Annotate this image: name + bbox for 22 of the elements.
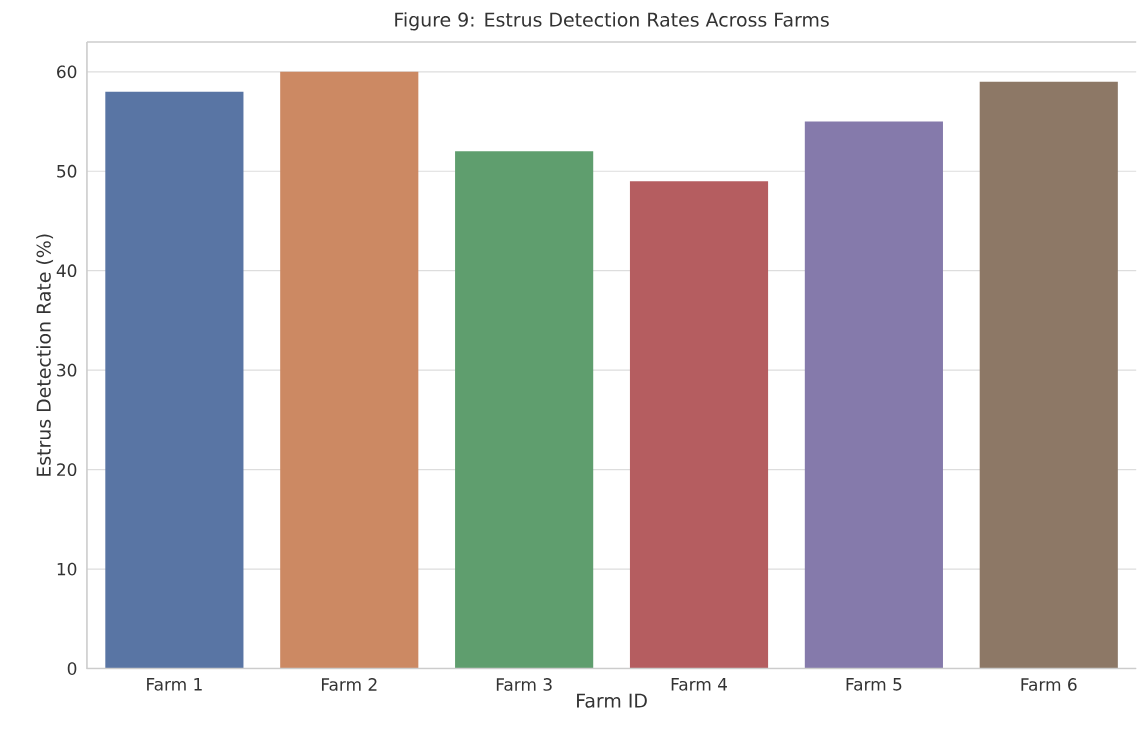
bar: [979, 81, 1118, 669]
y-tick-label: 20: [57, 463, 77, 477]
y-tick-label: 30: [57, 364, 77, 377]
bar: [804, 121, 943, 669]
y-tick-label: 50: [57, 165, 77, 178]
x-tick-label: Farm 2: [321, 678, 377, 692]
bar: [105, 91, 244, 669]
y-axis-title: Estrus Detection Rate (%): [36, 234, 54, 477]
x-tick-label: Farm 5: [846, 678, 902, 691]
bar: [629, 181, 769, 669]
x-tick-label: Farm 6: [1021, 678, 1077, 692]
bar: [455, 151, 594, 669]
y-tick-label: 10: [57, 562, 77, 576]
chart-title: Figure 9: Estrus Detection Rates Across Farms: [395, 12, 829, 31]
x-tick-label: Farm 4: [671, 678, 727, 691]
x-tick-label: Farm 3: [496, 678, 552, 692]
bar: [280, 72, 419, 669]
y-tick-label: 40: [56, 264, 77, 278]
y-tick-label: 0: [67, 662, 77, 676]
x-axis-title: Farm ID: [577, 693, 647, 708]
x-tick-label: Farm 1: [147, 678, 202, 691]
y-tick-label: 60: [57, 65, 77, 79]
